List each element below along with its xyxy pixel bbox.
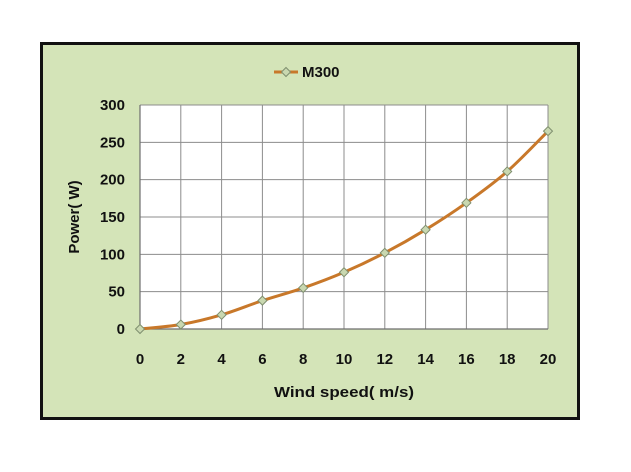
y-tick-label: 300 xyxy=(100,97,125,114)
data-point-marker xyxy=(501,166,513,177)
x-tick-label: 14 xyxy=(417,351,434,368)
x-tick-label: 4 xyxy=(217,351,226,368)
grid-lines xyxy=(139,104,549,330)
y-tick-label: 0 xyxy=(117,321,125,338)
y-tick-label: 50 xyxy=(108,284,125,301)
data-point-marker xyxy=(216,309,227,321)
series-layer xyxy=(134,125,554,335)
data-point-marker xyxy=(461,197,472,209)
data-point-marker xyxy=(379,247,391,259)
x-tick-label: 10 xyxy=(336,351,353,368)
legend: M300 xyxy=(274,64,340,81)
x-axis-title: Wind speed( m/s) xyxy=(274,384,414,401)
x-tick-label: 2 xyxy=(177,351,185,368)
x-tick-label: 12 xyxy=(376,351,393,368)
y-tick-label: 200 xyxy=(100,172,125,189)
x-tick-label: 8 xyxy=(299,351,307,368)
legend-label: M300 xyxy=(302,64,340,81)
x-tick-label: 18 xyxy=(499,351,516,368)
y-tick-label: 250 xyxy=(100,134,125,151)
data-point-marker xyxy=(542,125,554,137)
x-tick-label: 6 xyxy=(258,351,266,368)
data-point-marker xyxy=(134,323,146,335)
data-point-marker xyxy=(257,295,268,306)
data-point-marker xyxy=(420,224,431,235)
y-tick-label: 150 xyxy=(100,209,125,226)
y-axis-title: Power( W) xyxy=(66,180,83,253)
axes xyxy=(139,105,548,330)
x-tick-label: 0 xyxy=(136,351,144,368)
x-tick-labels: 0 2 4 6 8 10 12 14 16 18 20 xyxy=(136,351,557,368)
data-point-marker xyxy=(297,282,309,294)
y-tick-labels: 0 50 100 150 200 250 300 xyxy=(100,97,125,338)
x-tick-label: 20 xyxy=(540,351,557,368)
data-point-marker xyxy=(175,319,187,330)
x-tick-label: 16 xyxy=(458,351,475,368)
data-point-marker xyxy=(338,267,350,278)
y-tick-label: 100 xyxy=(100,246,125,263)
legend-marker xyxy=(280,66,292,78)
